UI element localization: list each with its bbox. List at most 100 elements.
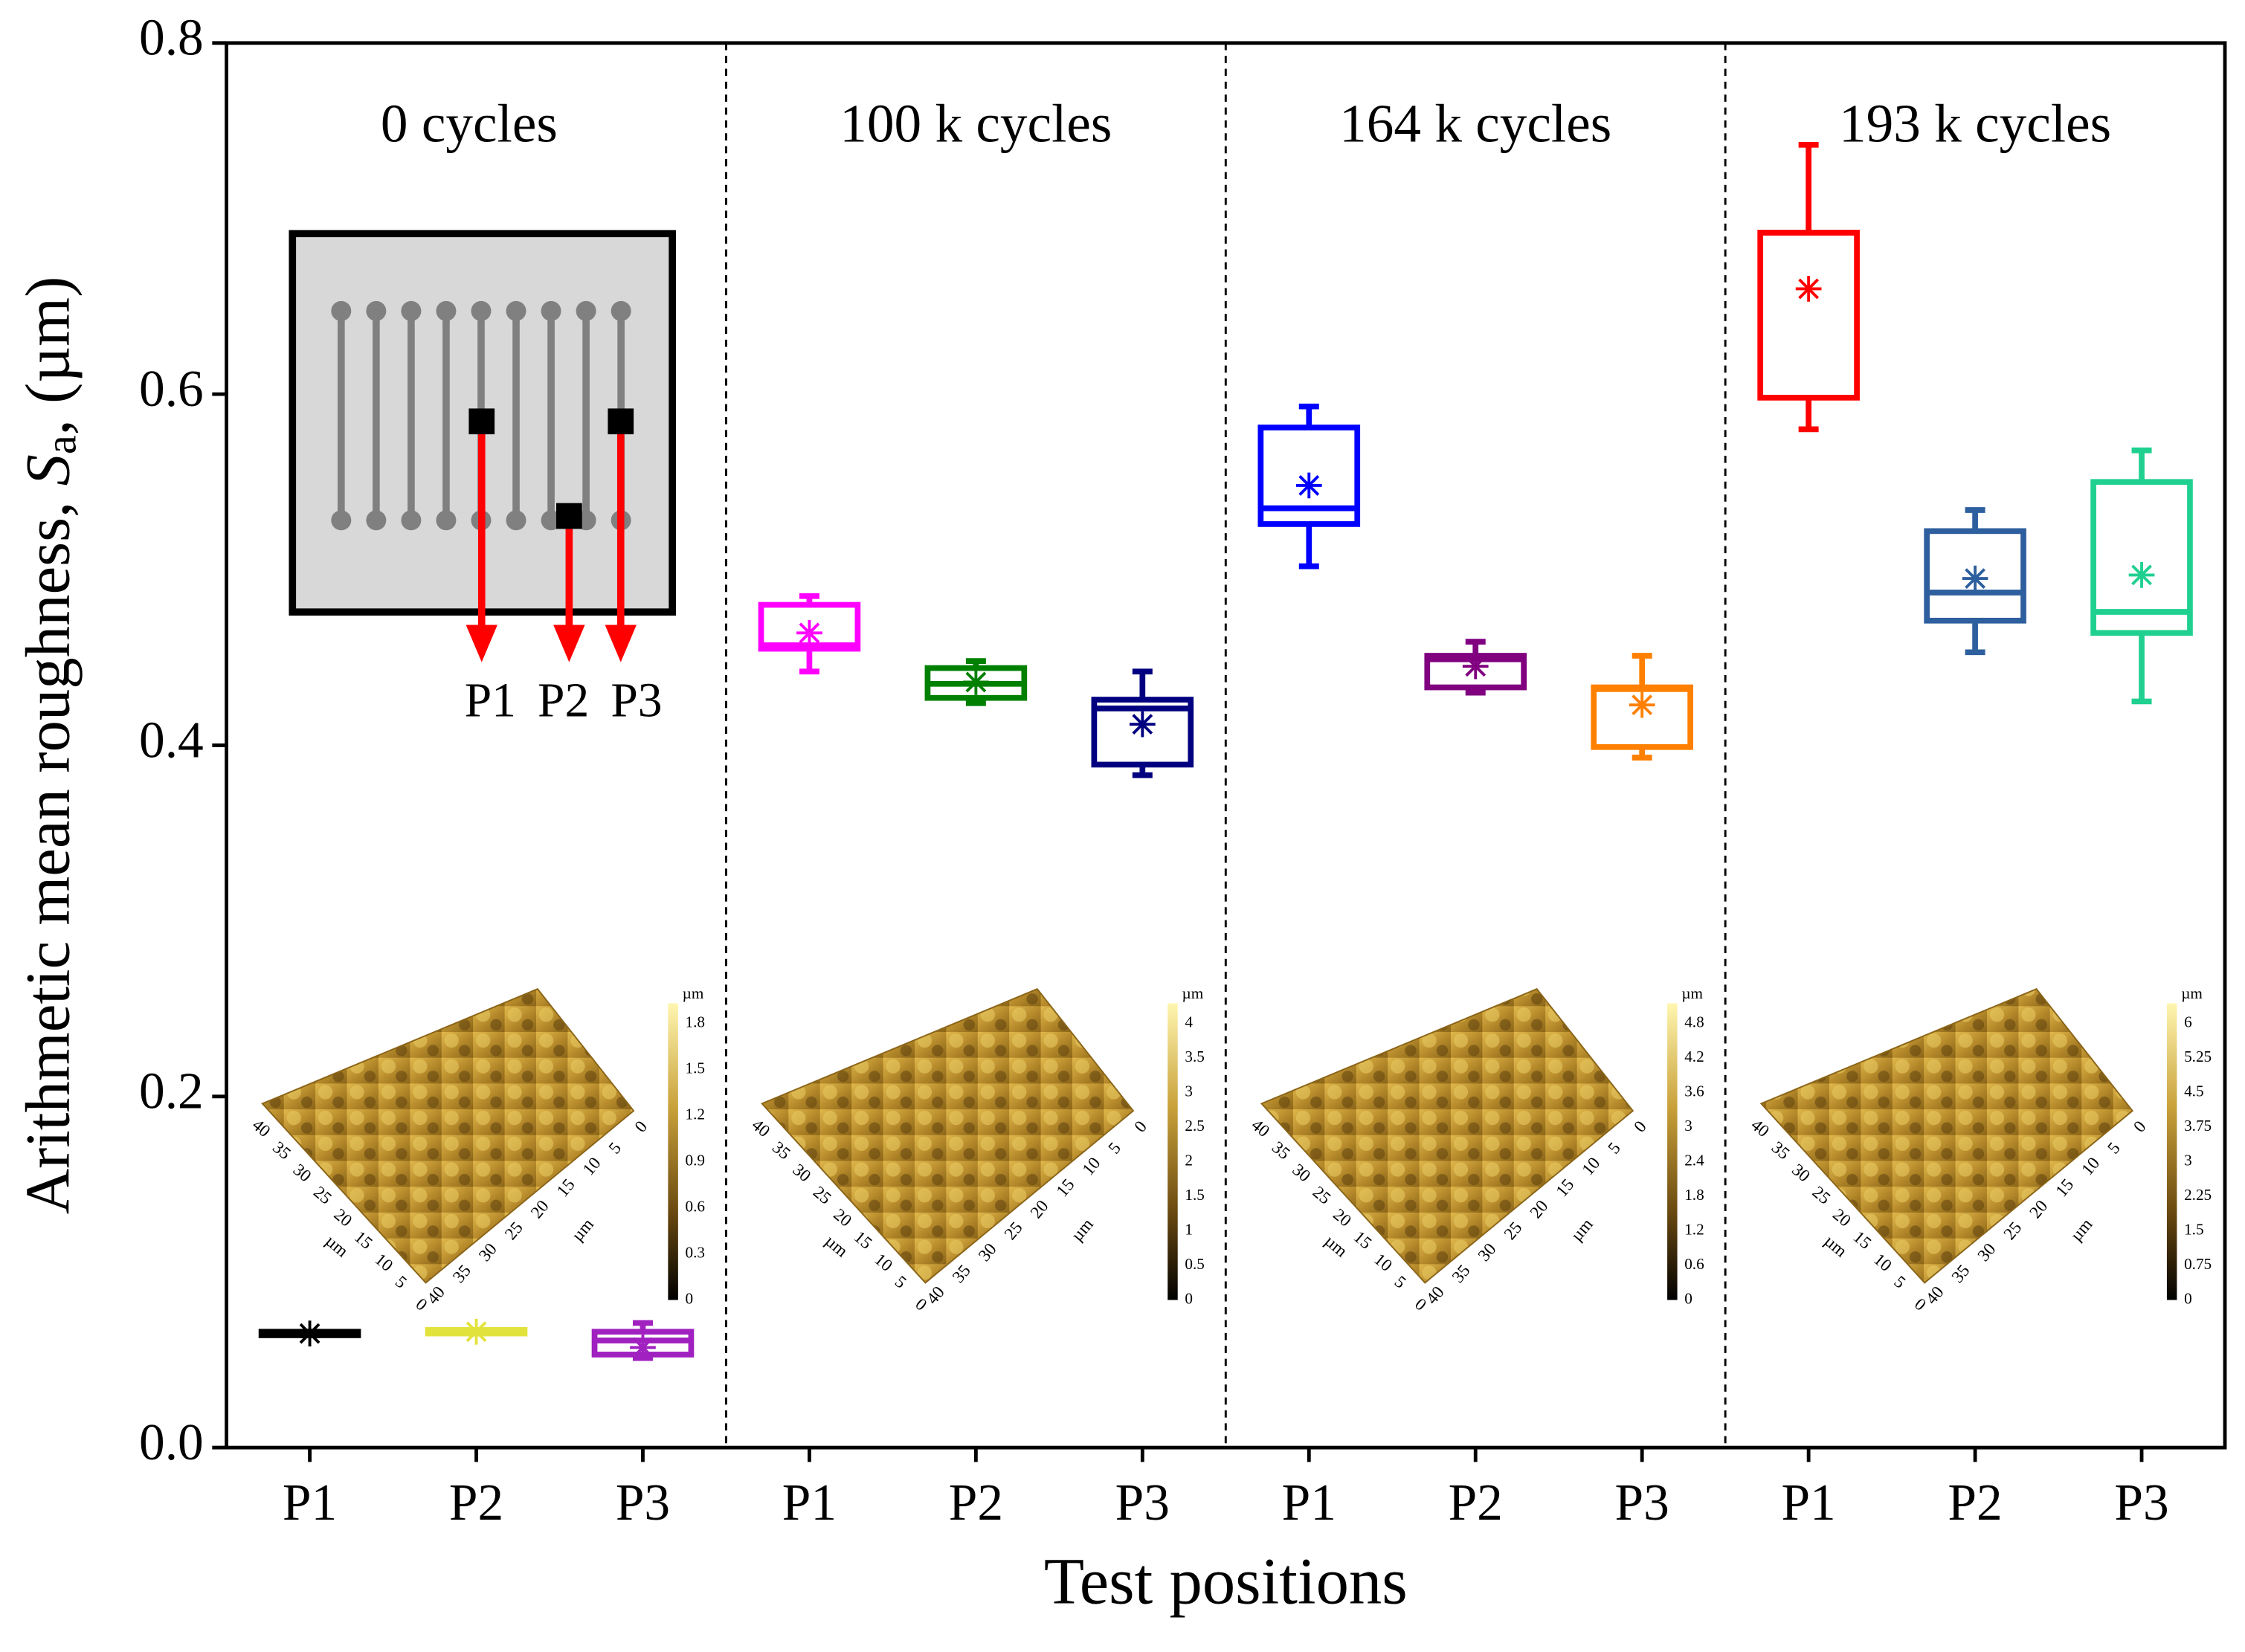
afm-y-tick-label: 15 <box>1350 1227 1375 1253</box>
afm-x-tick-label: 15 <box>1053 1175 1079 1201</box>
afm-x-tick-label: 20 <box>2026 1197 2052 1222</box>
colorbar-tick-label: 3.5 <box>1185 1048 1204 1065</box>
colorbar-tick-label: 3.6 <box>1684 1082 1704 1100</box>
x-tick-label: P1 <box>1781 1474 1835 1532</box>
x-tick-label: P3 <box>2114 1474 2168 1532</box>
afm-y-tick-label: 20 <box>1330 1205 1355 1231</box>
afm-surface <box>261 988 635 1284</box>
afm-x-tick-label: 20 <box>1027 1197 1053 1222</box>
node <box>436 510 457 531</box>
colorbar <box>668 1003 678 1300</box>
box <box>758 601 861 652</box>
x-axis-label: Test positions <box>1044 1545 1408 1618</box>
afm-x-tick-label: 5 <box>1104 1139 1124 1158</box>
colorbar <box>1667 1003 1678 1300</box>
afm-y-tick-label: 40 <box>1248 1115 1273 1141</box>
box <box>1257 425 1361 527</box>
colorbar-tick-label: 0.75 <box>2184 1255 2212 1273</box>
afm-y-tick-label: 30 <box>1289 1160 1314 1186</box>
afm-surface <box>1759 988 2134 1284</box>
colorbar-tick-label: 4.8 <box>1684 1013 1704 1030</box>
afm-x-tick-label: 5 <box>2104 1139 2124 1158</box>
afm-x-tick-label: 0 <box>1130 1117 1150 1137</box>
colorbar-tick-label: 2.4 <box>1684 1151 1704 1169</box>
colorbar-tick-label: 3 <box>2184 1151 2192 1169</box>
colorbar-tick-label: 3 <box>1185 1082 1193 1100</box>
group-label: 100 k cycles <box>840 93 1112 153</box>
afm-x-tick-label: 30 <box>475 1239 501 1265</box>
colorbar-tick-label: 4.5 <box>2184 1082 2203 1100</box>
colorbar-tick-label: 0 <box>686 1289 694 1307</box>
node <box>506 300 526 321</box>
colorbar-tick-label: 0 <box>1185 1289 1193 1307</box>
afm-y-tick-label: 30 <box>289 1160 315 1186</box>
afm-y-tick-label: 40 <box>1748 1115 1773 1141</box>
afm-y-tick-label: 10 <box>371 1250 396 1276</box>
colorbar-tick-label: 4 <box>1185 1013 1193 1030</box>
box <box>1924 528 2026 624</box>
mean-marker <box>1962 565 1988 592</box>
box <box>2090 479 2193 636</box>
afm-x-unit: µm <box>2067 1215 2096 1245</box>
group-label: 0 cycles <box>381 93 558 153</box>
colorbar-tick-label: 1.8 <box>1684 1186 1704 1204</box>
afm-y-unit: µm <box>1321 1231 1351 1261</box>
x-tick-label: P2 <box>1449 1474 1503 1532</box>
afm-x-tick-label: 35 <box>949 1261 975 1286</box>
mean-marker <box>630 1335 656 1361</box>
afm-y-tick-label: 25 <box>309 1183 335 1209</box>
mean-marker <box>1129 711 1156 738</box>
colorbar-unit: µm <box>2181 984 2203 1002</box>
afm-x-tick-label: 5 <box>605 1139 625 1158</box>
colorbar-tick-label: 4.2 <box>1684 1048 1704 1065</box>
afm-surface <box>1260 988 1634 1284</box>
y-tick-label: 0.6 <box>139 361 204 418</box>
x-tick-label: P1 <box>782 1474 837 1532</box>
afm-x-tick-label: 15 <box>1552 1175 1578 1201</box>
afm-y-unit: µm <box>821 1231 851 1261</box>
node <box>506 510 526 531</box>
afm-x-tick-label: 0 <box>631 1117 651 1137</box>
node <box>471 300 492 321</box>
y-axis-label-part: Arithmetic mean roughness, <box>13 485 83 1214</box>
mean-marker <box>963 669 989 695</box>
node <box>331 510 352 531</box>
colorbar-tick-label: 1.8 <box>686 1013 705 1030</box>
test-point <box>608 408 634 435</box>
afm-x-tick-label: 15 <box>553 1175 579 1201</box>
afm-y-tick-label: 5 <box>1391 1272 1410 1292</box>
specimen-diagram: P1 P2 P3 <box>289 230 676 728</box>
afm-x-unit: µm <box>1567 1215 1597 1245</box>
afm-y-tick-label: 10 <box>1869 1250 1895 1276</box>
afm-x-tick-label: 15 <box>2052 1175 2078 1201</box>
mean-marker <box>1795 276 1822 302</box>
afm-x-tick-label: 10 <box>579 1154 605 1179</box>
afm-y-tick-label: 20 <box>830 1205 855 1231</box>
afm-x-unit: µm <box>568 1215 598 1245</box>
mean-marker <box>796 619 822 646</box>
afm-y-tick-label: 10 <box>1370 1250 1395 1276</box>
colorbar-tick-label: 2.25 <box>2184 1186 2212 1204</box>
x-tick-label: P2 <box>1948 1474 2002 1532</box>
box <box>1091 697 1194 768</box>
inset-label: P3 <box>611 674 662 728</box>
arrow-head <box>553 625 585 662</box>
afm-y-tick-label: 10 <box>871 1250 896 1276</box>
afm-x-tick-label: 0 <box>2130 1117 2150 1137</box>
mean-marker <box>297 1320 323 1346</box>
afm-y-tick-label: 0 <box>912 1294 931 1314</box>
afm-y-tick-label: 25 <box>809 1183 834 1209</box>
afm-x-tick-label: 20 <box>1527 1197 1553 1222</box>
afm-y-tick-label: 5 <box>1890 1272 1910 1292</box>
afm-y-tick-label: 20 <box>330 1205 355 1231</box>
afm-y-tick-label: 25 <box>1808 1183 1834 1209</box>
afm-y-tick-label: 20 <box>1829 1205 1854 1231</box>
afm-y-tick-label: 35 <box>1768 1138 1793 1164</box>
colorbar-tick-label: 1.2 <box>1684 1220 1704 1238</box>
colorbar-unit: µm <box>1681 984 1703 1002</box>
afm-y-unit: µm <box>1820 1231 1851 1261</box>
y-tick-label: 0.0 <box>139 1414 204 1471</box>
node <box>576 300 596 321</box>
afm-y-tick-label: 0 <box>1411 1294 1430 1314</box>
